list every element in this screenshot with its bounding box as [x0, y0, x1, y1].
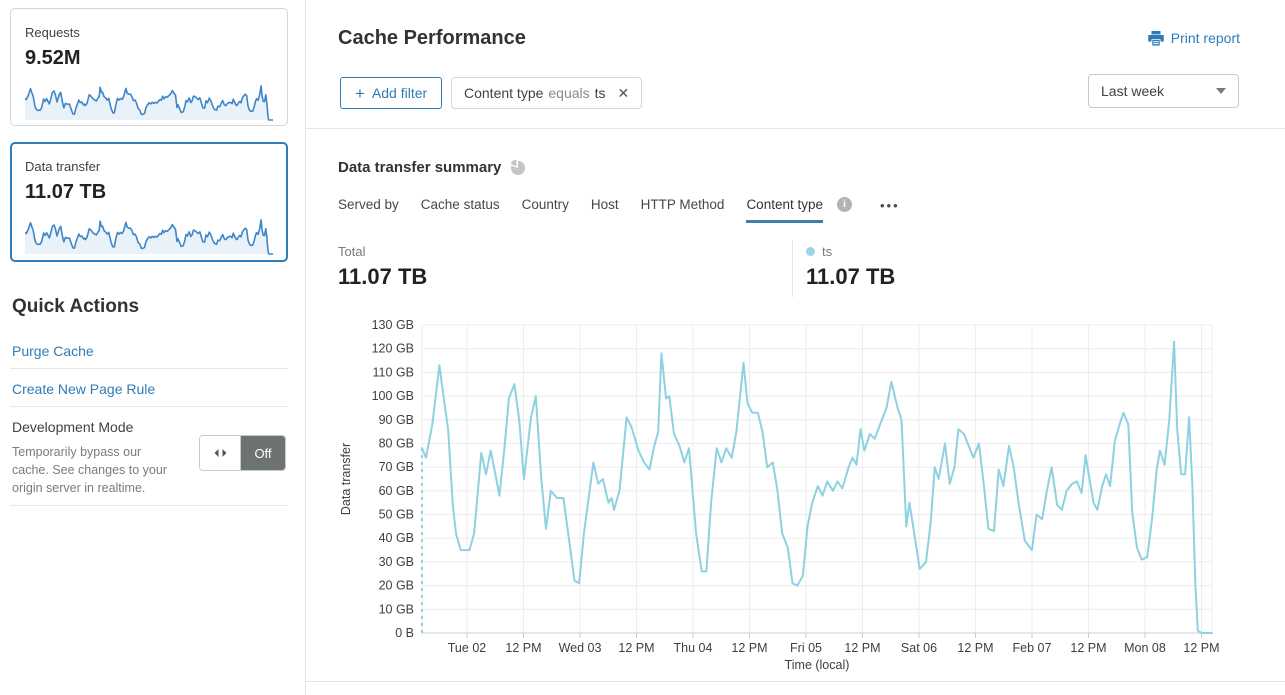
svg-text:70 GB: 70 GB — [379, 460, 414, 474]
page-title: Cache Performance — [338, 27, 526, 49]
data-transfer-value: 11.07 TB — [25, 181, 107, 203]
filter-operator: equals — [548, 85, 590, 101]
print-report-link[interactable]: Print report — [1147, 30, 1240, 46]
create-page-rule-link[interactable]: Create New Page Rule — [12, 381, 156, 397]
requests-value: 9.52M — [25, 47, 81, 69]
filter-chip-content-type: Content type equals ts ✕ — [451, 77, 643, 109]
divider — [10, 505, 288, 506]
svg-text:90 GB: 90 GB — [379, 413, 414, 427]
requests-label: Requests — [25, 25, 80, 40]
svg-text:20 GB: 20 GB — [379, 579, 414, 593]
printer-icon — [1147, 30, 1164, 46]
left-right-arrows-icon — [214, 449, 226, 457]
svg-text:Tue 02: Tue 02 — [448, 641, 487, 655]
legend-dot — [806, 247, 815, 256]
data-transfer-label: Data transfer — [25, 159, 101, 174]
total-label: Total — [338, 244, 366, 259]
svg-text:12 PM: 12 PM — [1070, 641, 1106, 655]
chevron-down-icon — [1216, 88, 1226, 94]
svg-text:60 GB: 60 GB — [379, 484, 414, 498]
add-filter-label: Add filter — [371, 85, 428, 101]
tab-cache-status[interactable]: Cache status — [420, 197, 500, 212]
requests-sparkline — [25, 85, 273, 121]
requests-metric-card[interactable]: Requests 9.52M — [10, 8, 288, 126]
info-icon[interactable]: i — [837, 197, 852, 212]
svg-text:12 PM: 12 PM — [844, 641, 880, 655]
svg-text:Sat 06: Sat 06 — [901, 641, 937, 655]
pie-chart-icon — [510, 159, 526, 175]
sidebar: Requests 9.52M Data transfer 11.07 TB Qu… — [0, 0, 305, 695]
svg-text:Fri 05: Fri 05 — [790, 641, 822, 655]
summary-title-text: Data transfer summary — [338, 159, 502, 176]
tab-content-type[interactable]: Content type — [746, 197, 823, 223]
divider — [306, 681, 1285, 682]
svg-text:130 GB: 130 GB — [372, 318, 414, 332]
add-filter-button[interactable]: + Add filter — [340, 77, 443, 109]
toggle-off-label: Off — [241, 436, 285, 470]
divider — [306, 128, 1285, 129]
svg-text:12 PM: 12 PM — [618, 641, 654, 655]
svg-text:Mon 08: Mon 08 — [1124, 641, 1166, 655]
filter-field: Content type — [464, 85, 544, 101]
quick-actions-title: Quick Actions — [12, 296, 140, 317]
tab-http-method[interactable]: HTTP Method — [640, 197, 725, 212]
data-transfer-metric-card[interactable]: Data transfer 11.07 TB — [10, 142, 288, 262]
svg-text:Thu 04: Thu 04 — [674, 641, 713, 655]
svg-text:12 PM: 12 PM — [1183, 641, 1219, 655]
tab-host[interactable]: Host — [590, 197, 619, 212]
summary-section-title: Data transfer summary — [338, 159, 526, 176]
svg-text:110 GB: 110 GB — [373, 365, 414, 379]
data-transfer-chart-area: 0 B 10 GB 20 GB 30 GB 40 GB 50 GB 60 GB 70 GB 80… — [336, 318, 1231, 685]
development-mode-title: Development Mode — [12, 419, 134, 435]
dimension-tabs: Served by Cache status Country Host HTTP… — [338, 197, 900, 223]
tab-served-by[interactable]: Served by — [338, 197, 399, 212]
legend-label: ts — [822, 244, 833, 259]
toggle-handle — [200, 436, 241, 470]
development-mode-description: Temporarily bypass our cache. See change… — [12, 445, 167, 496]
main-panel: Cache Performance Print report + Add fil… — [305, 0, 1285, 695]
data-transfer-chart: 0 B 10 GB 20 GB 30 GB 40 GB 50 GB 60 GB 70 GB 80… — [339, 318, 1220, 672]
svg-text:30 GB: 30 GB — [379, 555, 414, 569]
divider — [10, 368, 288, 369]
svg-text:120 GB: 120 GB — [372, 342, 414, 356]
svg-text:100 GB: 100 GB — [372, 389, 414, 403]
svg-text:40 GB: 40 GB — [379, 531, 414, 545]
print-report-label: Print report — [1170, 30, 1240, 46]
svg-text:12 PM: 12 PM — [957, 641, 993, 655]
svg-text:12 PM: 12 PM — [731, 641, 767, 655]
purge-cache-link[interactable]: Purge Cache — [12, 343, 94, 359]
remove-filter-icon[interactable]: ✕ — [617, 84, 630, 101]
svg-text:Data transfer: Data transfer — [339, 443, 353, 515]
data-transfer-sparkline — [25, 219, 273, 255]
svg-text:Feb 07: Feb 07 — [1013, 641, 1052, 655]
divider — [10, 406, 288, 407]
filter-value: ts — [594, 85, 606, 101]
svg-text:Wed 03: Wed 03 — [559, 641, 602, 655]
tab-country[interactable]: Country — [521, 197, 569, 212]
legend-value: 11.07 TB — [806, 264, 896, 289]
time-range-value: Last week — [1101, 83, 1165, 99]
total-value: 11.07 TB — [338, 264, 428, 289]
svg-text:50 GB: 50 GB — [379, 508, 414, 522]
ellipsis-icon[interactable]: ••• — [880, 198, 900, 213]
divider — [792, 240, 793, 297]
legend-item-ts[interactable]: ts — [806, 244, 832, 259]
svg-text:80 GB: 80 GB — [379, 436, 414, 450]
svg-text:Time (local): Time (local) — [785, 658, 850, 672]
development-mode-toggle[interactable]: Off — [199, 435, 286, 471]
plus-icon: + — [355, 83, 365, 103]
svg-text:0 B: 0 B — [395, 626, 414, 640]
time-range-select[interactable]: Last week — [1088, 74, 1239, 108]
svg-text:10 GB: 10 GB — [379, 602, 414, 616]
svg-text:12 PM: 12 PM — [505, 641, 541, 655]
